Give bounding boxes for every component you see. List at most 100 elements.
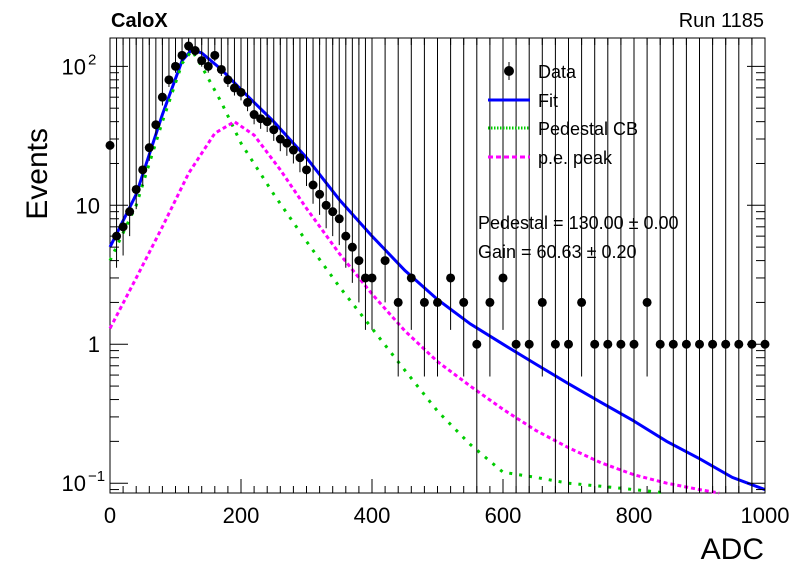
data-point xyxy=(734,339,744,349)
data-point xyxy=(485,297,495,307)
data-point xyxy=(564,339,573,349)
data-point xyxy=(629,339,639,349)
data-point xyxy=(282,138,292,148)
x-tick-label: 400 xyxy=(354,503,391,528)
legend: Data Fit Pedestal CB p.e. peak xyxy=(488,62,638,168)
y-tick-label-exponent: 2 xyxy=(88,51,96,68)
gain-stat: Gain = 60.63 ± 0.20 xyxy=(478,242,637,262)
data-point xyxy=(131,184,141,194)
y-tick-label: 10 xyxy=(62,54,86,79)
data-point xyxy=(393,297,403,307)
data-point xyxy=(511,339,521,349)
data-point xyxy=(354,256,364,266)
y-tick-label: 10 xyxy=(62,471,86,496)
data-point xyxy=(118,222,128,232)
x-axis-label: ADC xyxy=(701,533,764,566)
data-point xyxy=(380,256,390,266)
data-point xyxy=(446,273,456,283)
legend-entry-pedestal: Pedestal CB xyxy=(488,119,638,139)
data-point xyxy=(157,92,167,102)
data-point xyxy=(472,339,482,349)
series-layer xyxy=(105,38,770,495)
run-label: Run 1185 xyxy=(679,10,764,32)
data-point xyxy=(321,200,331,210)
x-tick-label: 0 xyxy=(104,503,116,528)
legend-entry-fit: Fit xyxy=(488,91,558,111)
data-point xyxy=(249,110,259,120)
data-point xyxy=(171,61,180,71)
data-point xyxy=(550,339,560,349)
legend-label-pe-peak: p.e. peak xyxy=(538,148,613,168)
data-point xyxy=(138,165,148,175)
x-tick-label: 1000 xyxy=(741,503,790,528)
data-point xyxy=(144,143,154,153)
x-tick-label: 600 xyxy=(485,503,522,528)
data-point xyxy=(177,50,187,60)
data-point xyxy=(275,134,285,144)
data-point xyxy=(360,273,370,283)
y-tick-label: 10 xyxy=(76,193,100,218)
data-point xyxy=(681,339,691,349)
y-tick-label-exponent: −1 xyxy=(88,468,105,485)
data-point xyxy=(406,273,416,283)
y-tick-label: 1 xyxy=(88,332,100,357)
data-point xyxy=(302,165,311,175)
data-point xyxy=(603,339,613,349)
data-point xyxy=(151,120,161,130)
data-point xyxy=(229,83,239,93)
data-point xyxy=(210,50,220,60)
data-point xyxy=(524,339,534,349)
data-point xyxy=(419,297,429,307)
data-point xyxy=(433,297,442,307)
data-point xyxy=(269,125,279,135)
legend-label-pedestal: Pedestal CB xyxy=(538,119,638,139)
experiment-label: CaloX xyxy=(111,10,168,32)
data-point xyxy=(125,207,135,217)
data-point xyxy=(655,339,665,349)
data-point xyxy=(315,189,325,199)
legend-entry-pe-peak: p.e. peak xyxy=(488,148,613,168)
data-point xyxy=(642,297,652,307)
data-point xyxy=(577,297,587,307)
data-point xyxy=(223,75,233,85)
legend-label-data: Data xyxy=(538,62,577,82)
data-point xyxy=(708,339,718,349)
data-point xyxy=(537,297,547,307)
data-point xyxy=(695,339,704,349)
legend-marker-data xyxy=(504,66,514,76)
data-point xyxy=(616,339,626,349)
data-point xyxy=(262,117,272,127)
data-point xyxy=(164,75,174,85)
data-point xyxy=(197,56,207,66)
data-point xyxy=(105,140,115,150)
x-tick-label: 200 xyxy=(223,503,260,528)
data-point xyxy=(590,339,600,349)
legend-entry-data: Data xyxy=(504,62,577,82)
data-point xyxy=(341,231,351,241)
data-point xyxy=(203,61,213,71)
series-1-curve xyxy=(108,47,766,492)
pedestal-stat: Pedestal = 130.00 ± 0.00 xyxy=(478,213,679,233)
data-point xyxy=(459,297,469,307)
data-point xyxy=(295,153,305,163)
series-3-curve xyxy=(108,119,720,495)
data-point xyxy=(184,41,194,51)
legend-label-fit: Fit xyxy=(538,91,558,111)
series-2-curve xyxy=(108,47,667,495)
data-point xyxy=(347,242,357,252)
data-point xyxy=(308,180,318,190)
data-point xyxy=(721,339,731,349)
x-tick-label: 800 xyxy=(616,503,653,528)
data-point xyxy=(288,145,298,155)
data-point xyxy=(367,273,377,283)
data-point xyxy=(498,273,508,283)
data-point xyxy=(668,339,678,349)
data-point xyxy=(328,207,338,217)
data-point xyxy=(216,64,226,74)
data-point xyxy=(334,214,344,224)
data-point xyxy=(190,46,200,56)
data-point xyxy=(236,87,246,97)
